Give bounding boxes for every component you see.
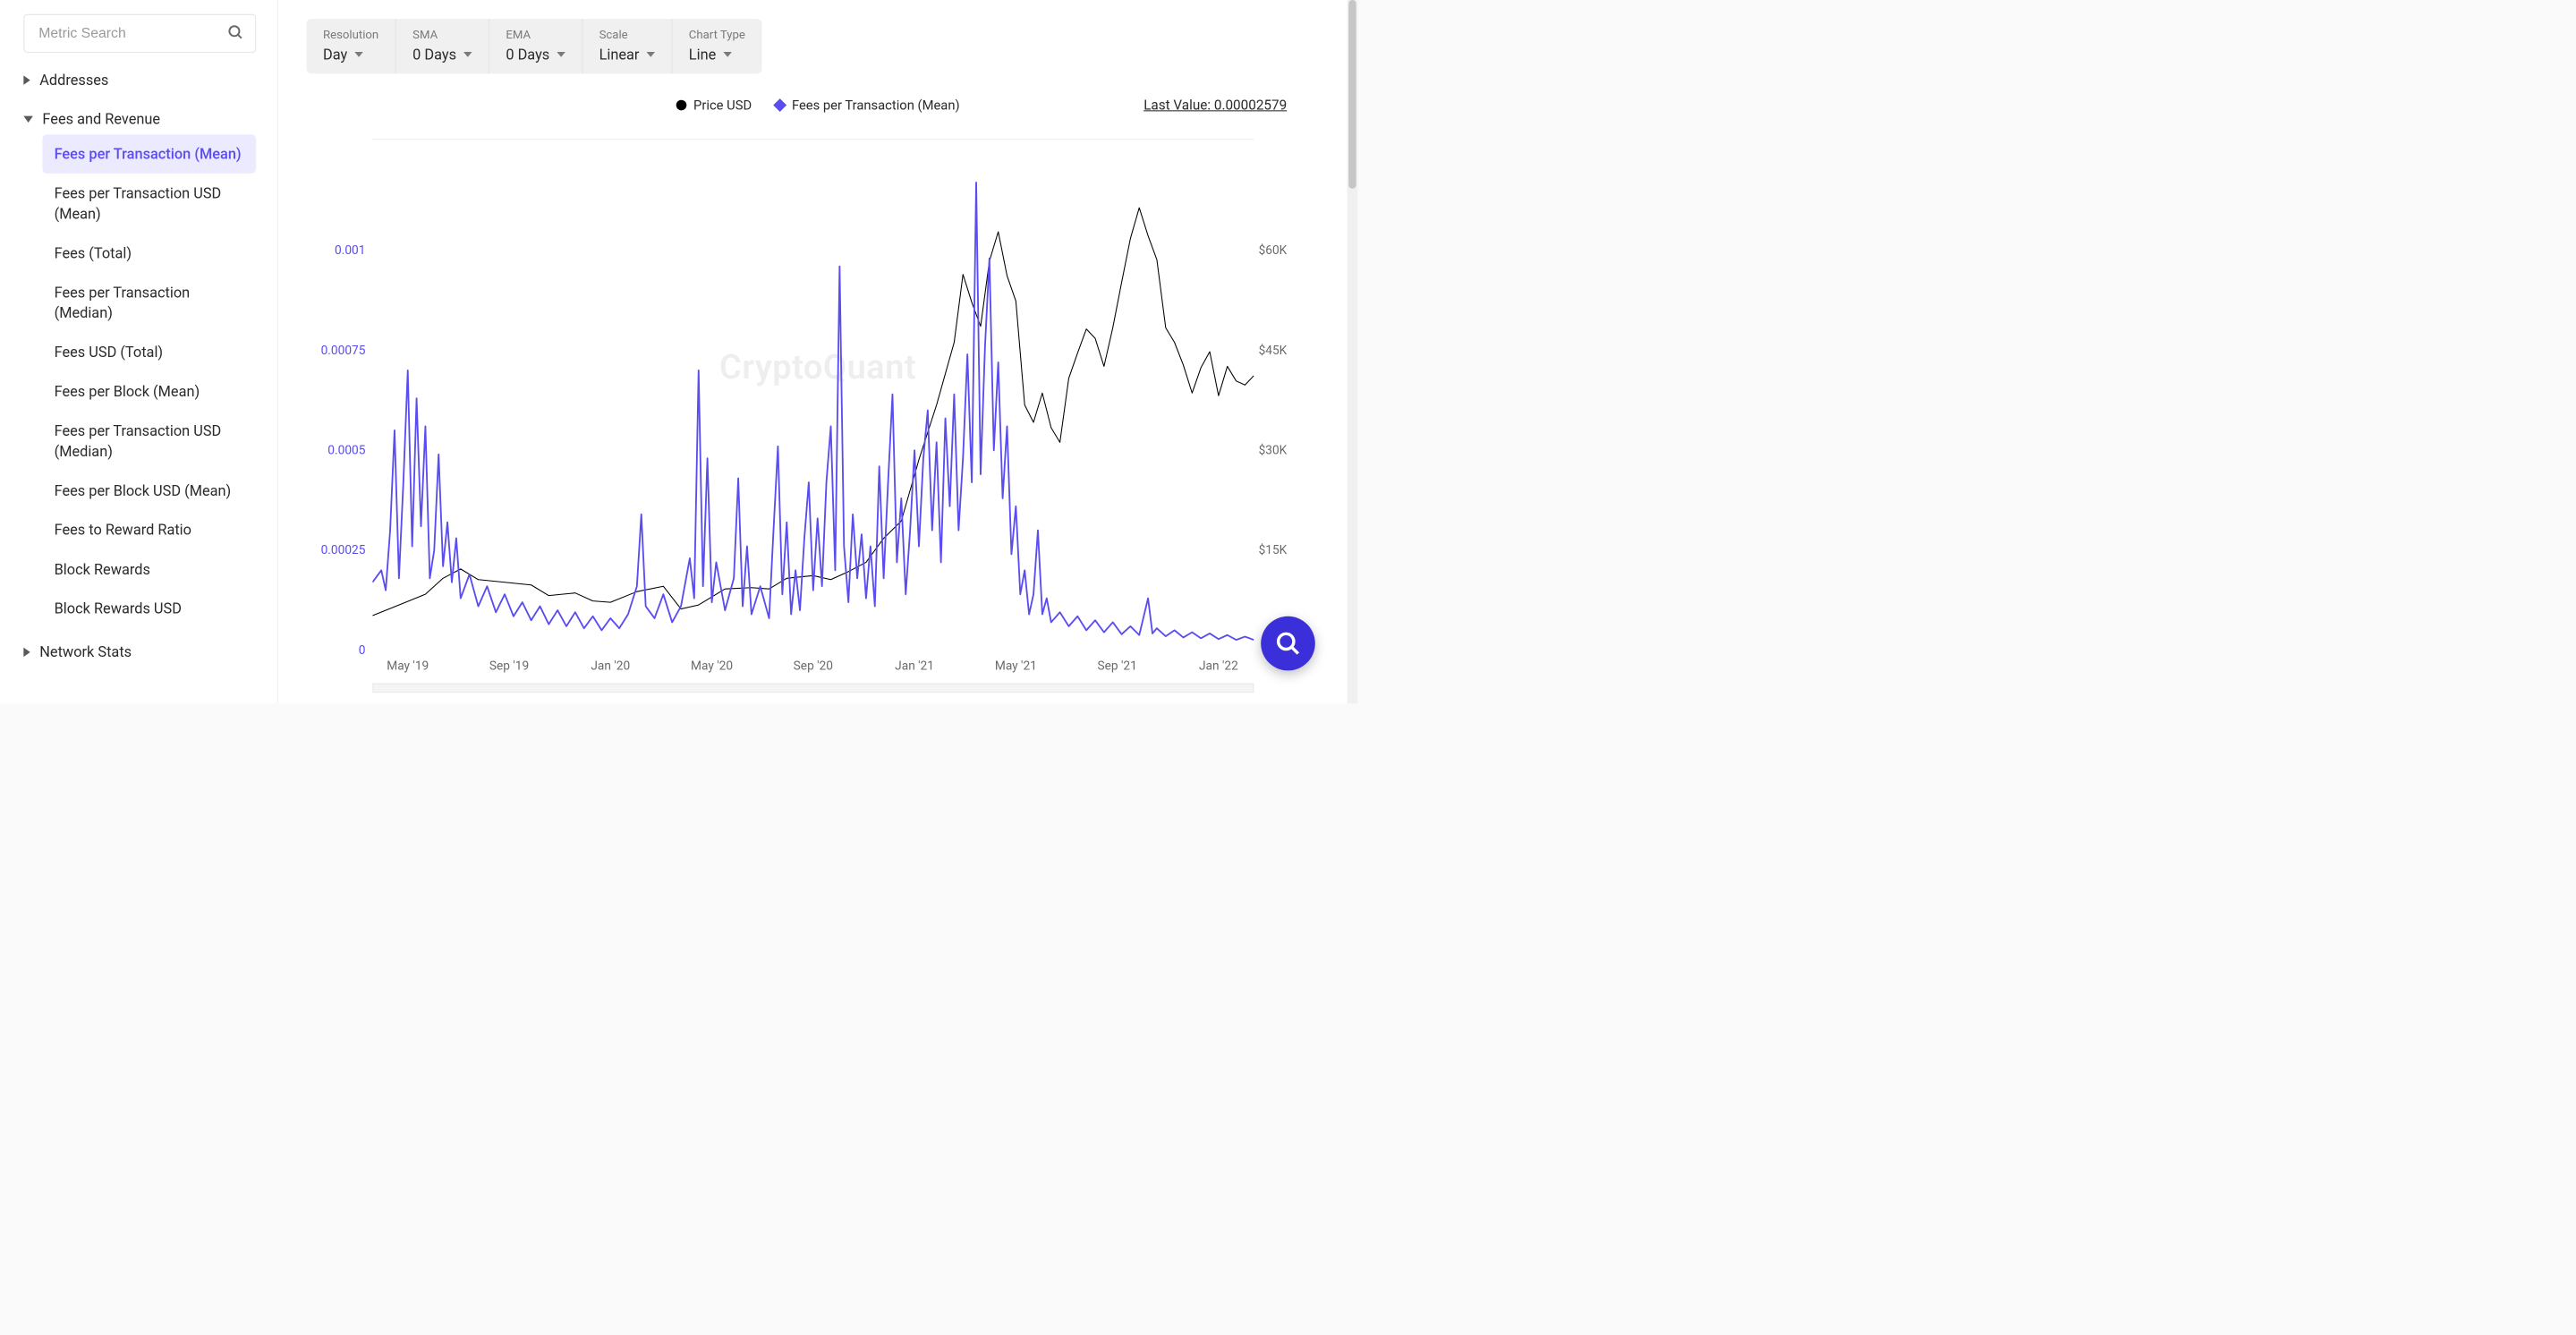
toolbar-value: 0 Days (412, 46, 472, 63)
y-right-tick: $45K (1259, 344, 1288, 358)
x-tick: Jan '20 (591, 659, 630, 673)
sidebar-item[interactable]: Block Rewards (42, 549, 256, 589)
legend-item[interactable]: Fees per Transaction (Mean) (776, 98, 960, 113)
search-input[interactable] (23, 14, 256, 53)
toolbar-scale[interactable]: Scale Linear (582, 19, 672, 73)
scrollbar[interactable] (1348, 0, 1358, 703)
search-fab[interactable] (1261, 616, 1315, 671)
legend-items: Price USD Fees per Transaction (Mean) (676, 98, 960, 113)
x-tick: Sep '20 (794, 659, 833, 673)
tree-group-label: Addresses (39, 72, 108, 89)
sidebar: Addresses Fees and Revenue Fees per Transa… (0, 0, 278, 703)
toolbar-label: EMA (506, 29, 565, 42)
x-tick: Sep '19 (489, 659, 529, 673)
caret-icon (23, 75, 30, 85)
main: Resolution Day SMA 0 Days EMA 0 Days Scale L… (278, 0, 1357, 703)
x-tick: Jan '22 (1199, 659, 1238, 673)
sidebar-item[interactable]: Fees USD (Total) (42, 333, 256, 372)
x-axis: May '19 Sep '19 Jan '20 May '20 Sep '20 Jan '… (372, 655, 1254, 678)
sidebar-item[interactable]: Fees per Transaction USD (Median) (42, 412, 256, 472)
chevron-down-icon (354, 52, 362, 57)
x-tick: May '21 (995, 659, 1037, 673)
sidebar-item[interactable]: Fees per Block USD (Mean) (42, 471, 256, 510)
y-left-tick: 0.00075 (321, 344, 366, 358)
y-axis-right: $15K $30K $45K $60K (1254, 122, 1301, 678)
x-tick: May '20 (691, 659, 733, 673)
sidebar-item[interactable]: Fees per Transaction USD (Mean) (42, 174, 256, 234)
sidebar-item[interactable]: Fees to Reward Ratio (42, 510, 256, 549)
chart: CryptoQuant 00.000250.00050.000750.001 $… (307, 122, 1330, 678)
toolbar-sma[interactable]: SMA 0 Days (396, 19, 489, 73)
range-selector[interactable] (372, 684, 1254, 693)
sidebar-item[interactable]: Fees per Block (Mean) (42, 372, 256, 412)
last-value[interactable]: Last Value: 0.00002579 (1143, 97, 1287, 113)
chart-plot[interactable] (372, 150, 1254, 650)
y-left-tick: 0 (359, 643, 366, 658)
x-tick: Jan '21 (895, 659, 934, 673)
caret-icon (23, 115, 33, 122)
y-left-tick: 0.0005 (327, 443, 365, 457)
toolbar-chart-type[interactable]: Chart Type Line (672, 19, 761, 73)
toolbar-resolution[interactable]: Resolution Day (307, 19, 396, 73)
chart-divider (372, 139, 1254, 140)
legend-label: Fees per Transaction (Mean) (792, 98, 960, 113)
metric-tree: Addresses Fees and Revenue Fees per Transa… (23, 64, 256, 668)
toolbar-label: Resolution (323, 29, 378, 42)
y-right-tick: $30K (1259, 443, 1288, 457)
chart-toolbar: Resolution Day SMA 0 Days EMA 0 Days Scale L… (307, 19, 762, 73)
chevron-down-icon (646, 52, 654, 57)
sidebar-item[interactable]: Fees per Transaction (Mean) (42, 134, 256, 174)
toolbar-value: 0 Days (506, 46, 565, 63)
toolbar-value: Line (689, 46, 745, 63)
toolbar-value: Day (323, 46, 378, 63)
tree-group-fees-and-revenue[interactable]: Fees and Revenue (23, 104, 256, 134)
tree-group-label: Fees and Revenue (42, 110, 160, 127)
y-right-tick: $60K (1259, 243, 1288, 258)
chevron-down-icon (557, 52, 565, 57)
chevron-down-icon (723, 52, 731, 57)
scrollbar-thumb[interactable] (1348, 0, 1356, 189)
sidebar-item[interactable]: Fees (Total) (42, 234, 256, 273)
tree-group-network-stats[interactable]: Network Stats (23, 637, 256, 668)
toolbar-label: Scale (599, 29, 655, 42)
toolbar-label: Chart Type (689, 29, 745, 42)
y-right-tick: $15K (1259, 543, 1288, 557)
legend-marker (676, 99, 687, 110)
tree-group-addresses[interactable]: Addresses (23, 64, 256, 95)
search-wrap (23, 14, 256, 53)
y-axis-left: 0 0.00025 0.0005 0.00075 0.001 (307, 122, 370, 678)
x-tick: May '19 (387, 659, 429, 673)
y-left-tick: 0.00025 (321, 543, 366, 557)
chevron-down-icon (463, 52, 472, 57)
legend-item[interactable]: Price USD (676, 98, 752, 113)
search-icon (227, 24, 244, 43)
tree-group-label: Network Stats (39, 643, 132, 660)
toolbar-label: SMA (412, 29, 472, 42)
legend-label: Price USD (693, 98, 752, 113)
sidebar-item[interactable]: Block Rewards USD (42, 589, 256, 628)
sidebar-item[interactable]: Fees per Transaction (Median) (42, 273, 256, 333)
y-left-tick: 0.001 (335, 243, 365, 258)
legend-marker (773, 98, 786, 112)
caret-icon (23, 648, 30, 658)
legend-row: Price USD Fees per Transaction (Mean) Las… (307, 98, 1330, 113)
toolbar-ema[interactable]: EMA 0 Days (489, 19, 582, 73)
toolbar-value: Linear (599, 46, 655, 63)
x-tick: Sep '21 (1097, 659, 1136, 673)
